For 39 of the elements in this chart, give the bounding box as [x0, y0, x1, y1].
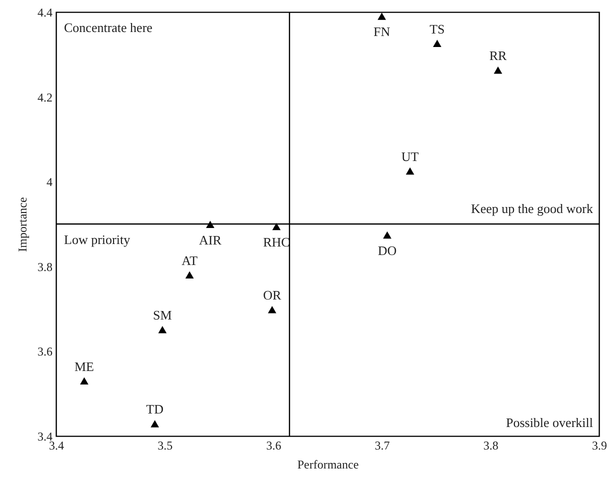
annotation: UT: [401, 149, 419, 164]
x-axis-title: Performance: [297, 458, 359, 472]
y-tick-label: 3.6: [38, 344, 52, 359]
point: [494, 66, 502, 74]
y-tick-label: 4.4: [38, 6, 52, 20]
point: [383, 231, 392, 239]
annotation: TD: [146, 402, 164, 417]
annotation: ME: [74, 358, 94, 374]
annotation: RR: [489, 48, 507, 64]
point: [378, 12, 386, 20]
point: [268, 306, 276, 314]
point: [185, 271, 194, 279]
x-tick-label: 3.7: [374, 438, 390, 452]
point: [272, 222, 281, 230]
point: [80, 377, 88, 385]
annotation: Keep up the good work: [470, 201, 594, 216]
annotation: AT: [182, 252, 198, 268]
annotation: RHC: [263, 234, 290, 250]
point: [150, 420, 160, 428]
annotation: TS: [430, 21, 445, 36]
y-tick-label: 4: [46, 175, 52, 190]
annotation: DO: [378, 243, 397, 258]
x-tick-label: 3.5: [158, 438, 173, 452]
x-tick-label: 3.6: [266, 438, 282, 452]
annotation: OR: [263, 288, 282, 303]
x-tick-label: 3.9: [592, 438, 607, 452]
y-axis-title: Importance: [16, 197, 30, 252]
point: [406, 167, 414, 175]
point: [433, 40, 442, 47]
annotation: Low priority: [64, 232, 131, 247]
x-tick-label: 3.8: [483, 438, 498, 452]
point: [158, 326, 167, 334]
y-tick-label: 4.2: [38, 90, 52, 104]
y-tick-label: 3.8: [38, 260, 52, 274]
annotation: Possible overkill: [506, 415, 594, 430]
annotation: FN: [373, 24, 391, 40]
annotation: Concentrate here: [64, 20, 153, 35]
annotation: SM: [153, 308, 172, 323]
annotation: AIR: [199, 232, 222, 248]
